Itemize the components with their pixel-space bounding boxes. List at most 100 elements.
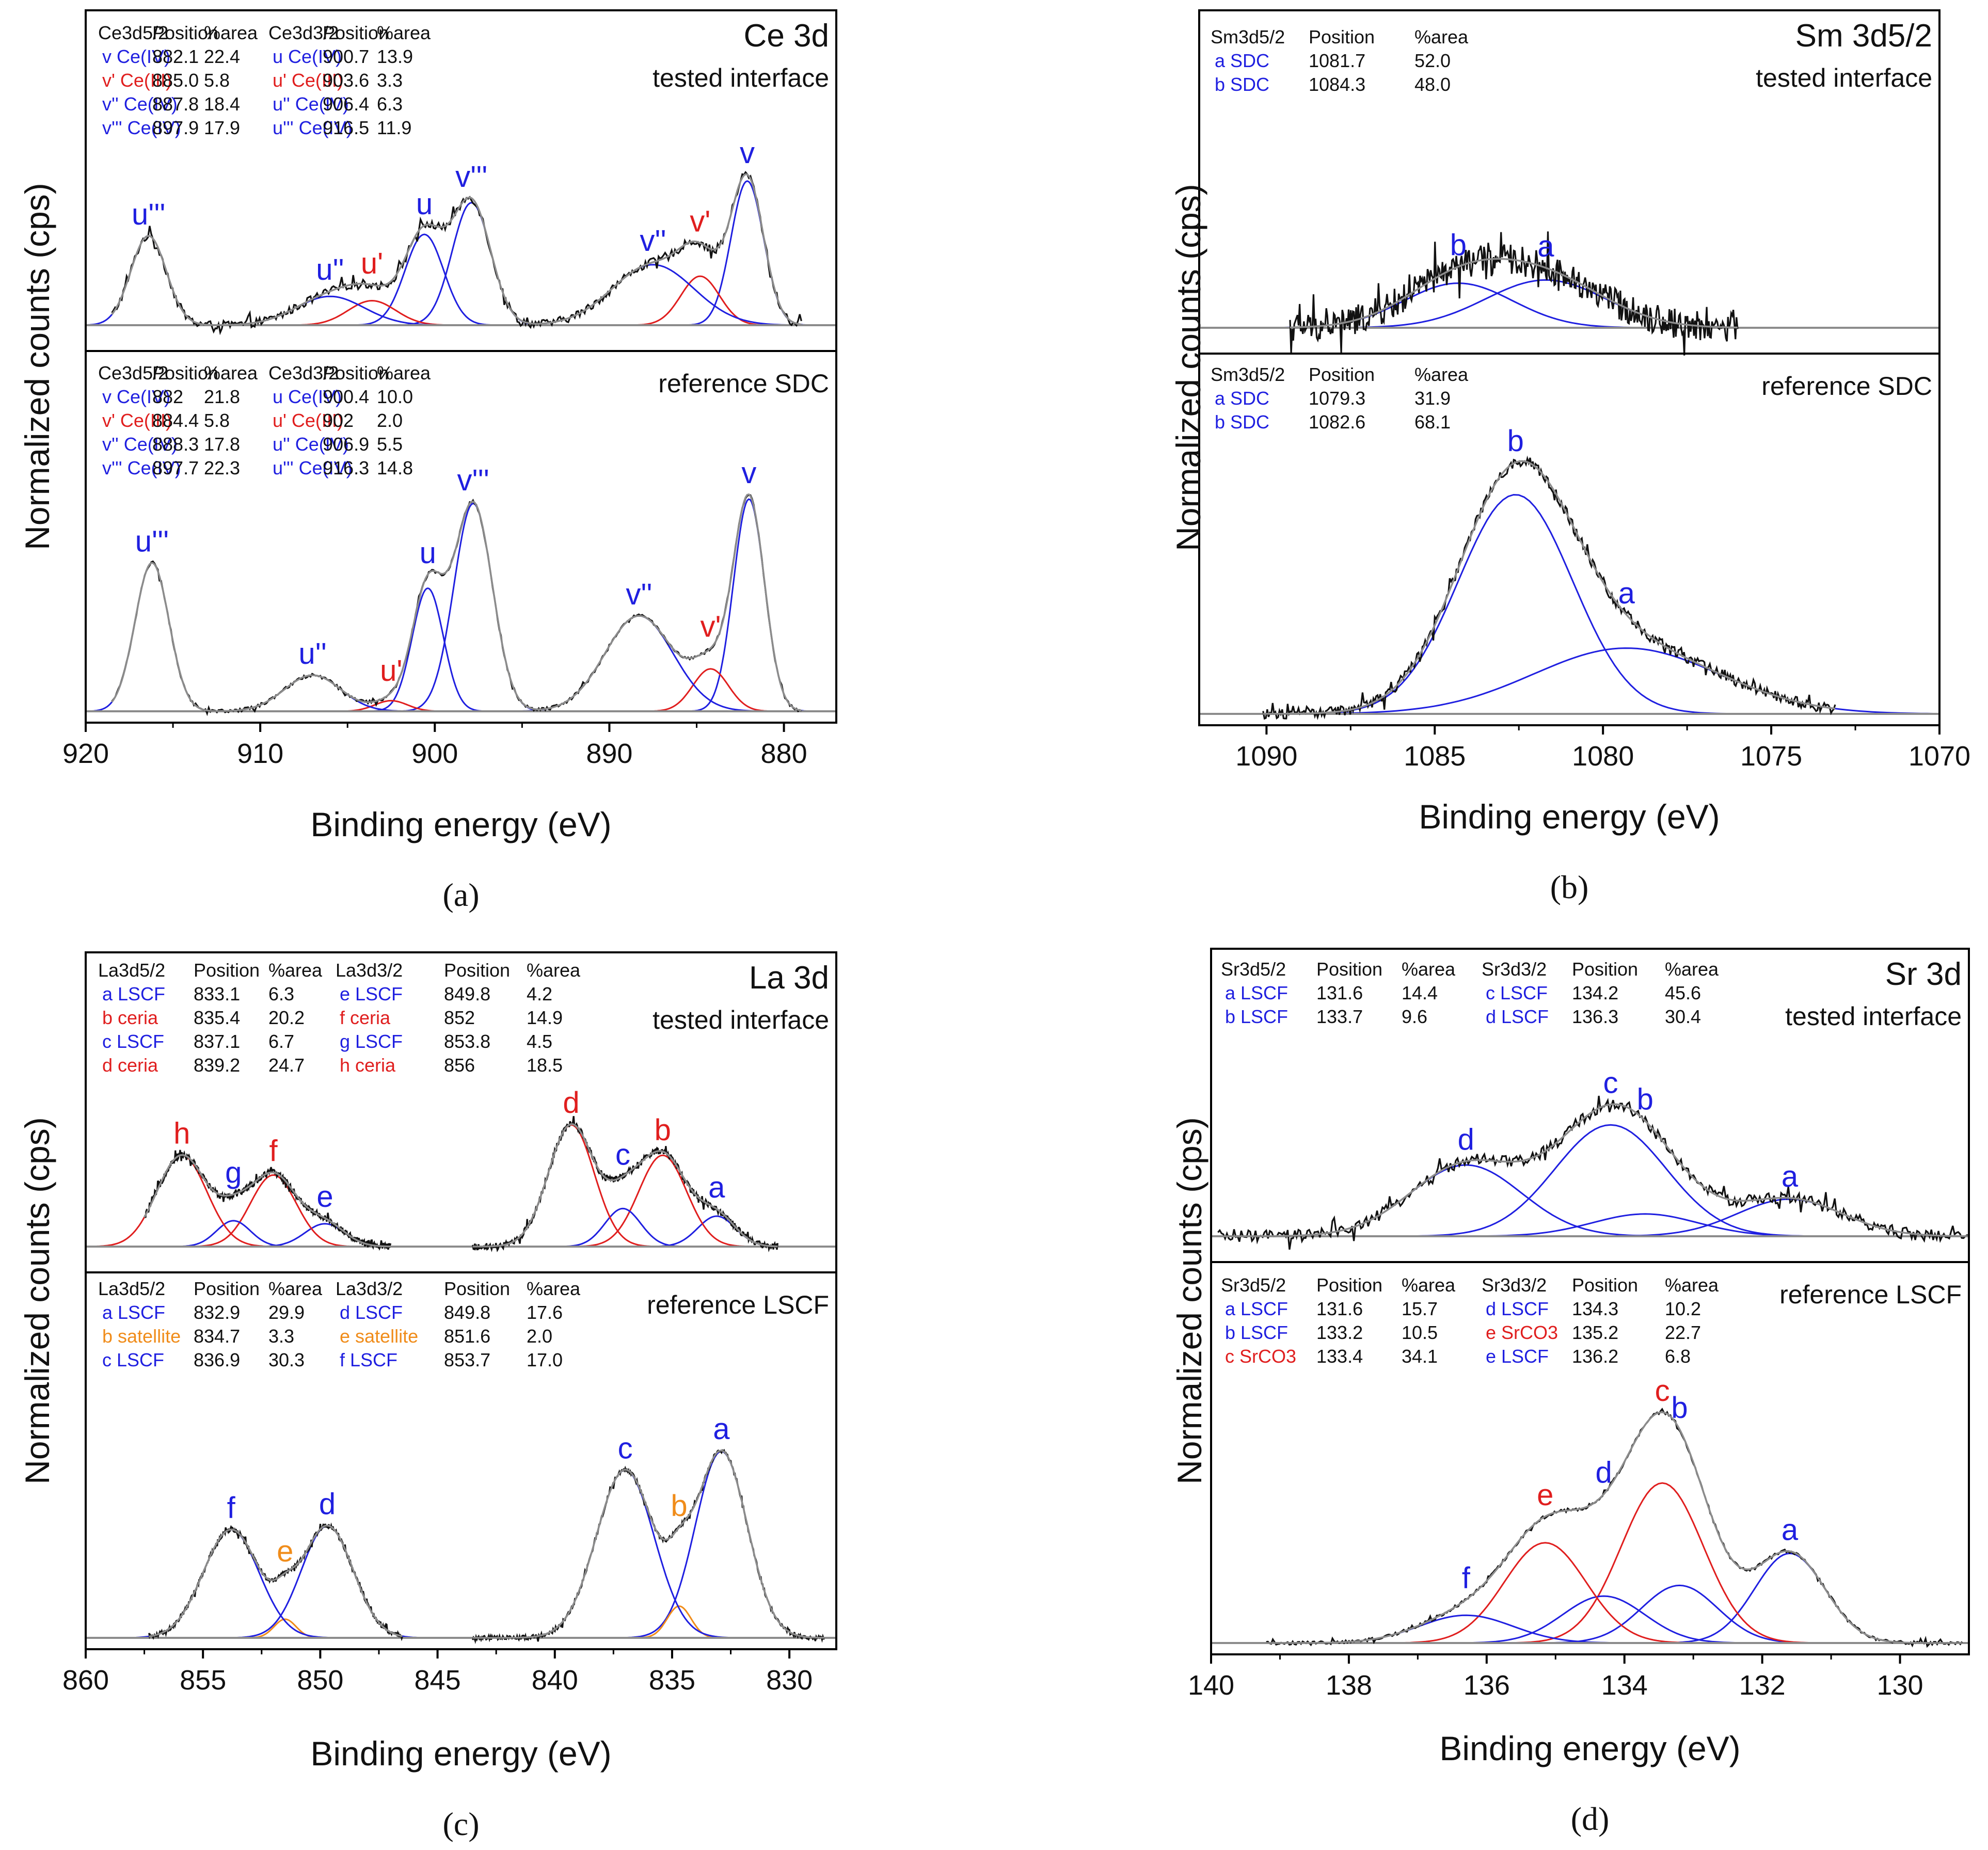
x-axis-label: Binding energy (eV) [1439, 1729, 1740, 1767]
table-cell: 3.3 [377, 70, 403, 91]
peak-label: v' [690, 205, 710, 238]
table-cell: b satellite [102, 1326, 181, 1347]
peak-a-curve [1591, 1552, 1969, 1644]
experimental-curve [111, 494, 802, 716]
table-cell: 18.5 [527, 1055, 563, 1076]
peak-label: v'' [626, 578, 652, 611]
table-cell: 1084.3 [1309, 74, 1365, 95]
experimental-curve [1217, 1095, 1969, 1250]
panel-subtitle: tested interface [1785, 1002, 1962, 1031]
table-cell: 902 [323, 410, 354, 431]
table-cell: v' Ce(III) [102, 410, 172, 431]
table-cell: 1082.6 [1309, 411, 1365, 433]
table-cell: 851.6 [444, 1326, 490, 1347]
table-cell: 916.5 [323, 117, 369, 138]
table-cell: 136.2 [1572, 1346, 1618, 1367]
table-header: Position [152, 362, 218, 384]
table-cell: 131.6 [1316, 982, 1363, 1003]
experimental-curve [1262, 455, 1836, 720]
peak-u-curve [315, 233, 533, 326]
table-cell: b SDC [1215, 74, 1269, 95]
table-cell: 9.6 [1402, 1006, 1427, 1027]
table-cell: v''' Ce(IV) [102, 457, 181, 479]
panel-subtitle: reference LSCF [1779, 1280, 1962, 1309]
table-cell: 6.7 [268, 1031, 294, 1052]
x-tick-label: 920 [62, 738, 109, 769]
table-cell: c LSCF [102, 1349, 164, 1370]
peak-label: f [1462, 1561, 1471, 1595]
table-cell: 884.4 [152, 410, 199, 431]
peak-label: v'' [640, 224, 666, 258]
x-axis-label: Binding energy (eV) [310, 805, 611, 843]
table-header: Position [1316, 1274, 1382, 1296]
table-cell: 833.1 [194, 983, 240, 1004]
table-cell: 897.9 [152, 117, 199, 138]
peak-label: c [618, 1431, 633, 1465]
peak-label: a [1782, 1513, 1799, 1546]
peak-g-curve [137, 1220, 329, 1248]
table-cell: 136.3 [1572, 1006, 1618, 1027]
table-header: Ce3d5/2 [98, 22, 168, 43]
peak-label: c [1655, 1374, 1670, 1408]
peak-label: v [741, 456, 756, 490]
x-tick-label: 890 [586, 738, 632, 769]
x-tick-label: 850 [297, 1665, 343, 1696]
table-cell: 853.7 [444, 1349, 490, 1370]
table-cell: 5.8 [204, 410, 230, 431]
table-cell: 887.8 [152, 93, 199, 115]
peak-label: a [1618, 577, 1635, 610]
table-cell: 888.3 [152, 434, 199, 455]
peak-b-curve [528, 1154, 798, 1248]
x-tick-label: 835 [649, 1665, 695, 1696]
table-cell: 22.4 [204, 46, 240, 67]
table-cell: 10.2 [1665, 1298, 1701, 1319]
table-header: Sr3d3/2 [1482, 1274, 1547, 1296]
peak-c-curve [1296, 1124, 1925, 1237]
table-cell: 14.9 [527, 1007, 563, 1028]
panel-d-1: a bc d Sr3d5/2 Position %area Sr3d3/2 Position%… [1211, 956, 1969, 1263]
table-header: %area [1402, 1274, 1456, 1296]
table-cell: 4.2 [527, 983, 552, 1004]
table-cell: 882.1 [152, 46, 199, 67]
fit-envelope [1266, 1411, 1962, 1644]
table-cell: c SrCO3 [1225, 1346, 1296, 1367]
table-header: %area [1665, 959, 1719, 980]
x-tick-label: 830 [766, 1665, 813, 1696]
table-cell: 885.0 [152, 70, 199, 91]
peak-label: u''' [132, 198, 165, 231]
table-cell: 15.7 [1402, 1298, 1438, 1319]
peak-label: v''' [455, 160, 487, 194]
fit-envelope [1218, 1103, 1969, 1237]
x-tick-label: 860 [62, 1665, 109, 1696]
peak-e-curve [1313, 1542, 1777, 1644]
table-cell: 1081.7 [1309, 50, 1365, 71]
x-tick-label: 840 [532, 1665, 578, 1696]
peak-vp-curve [591, 275, 809, 326]
table-cell: 856 [444, 1055, 475, 1076]
table-header: Sr3d3/2 [1482, 959, 1547, 980]
table-cell: 10.5 [1402, 1322, 1438, 1343]
panel-title: Sm 3d5/2 [1795, 18, 1932, 54]
table-cell: 849.8 [444, 983, 490, 1004]
table-cell: v'' Ce(IV) [102, 93, 178, 115]
x-tick-label: 1080 [1572, 741, 1634, 772]
x-tick-label: 1085 [1404, 741, 1466, 772]
table-header: %area [268, 1278, 323, 1299]
table-header: Position [323, 22, 389, 43]
peak-label: b [1507, 424, 1524, 458]
x-tick-label: 1070 [1909, 741, 1970, 772]
fit-envelope [472, 1123, 778, 1248]
table-cell: 5.5 [377, 434, 403, 455]
table-cell: 900.7 [323, 46, 369, 67]
table-header: La3d3/2 [336, 960, 403, 981]
table-cell: u'' Ce(IV) [273, 434, 349, 455]
table-cell: 30.4 [1665, 1006, 1701, 1027]
peak-label: d [1458, 1123, 1474, 1156]
table-cell: 1079.3 [1309, 388, 1365, 409]
fit-envelope [144, 1154, 391, 1248]
table-cell: 21.8 [204, 386, 240, 407]
table-cell: d LSCF [1486, 1298, 1549, 1319]
experimental-curve [1289, 231, 1739, 356]
experimental-curve [1266, 1407, 1963, 1648]
